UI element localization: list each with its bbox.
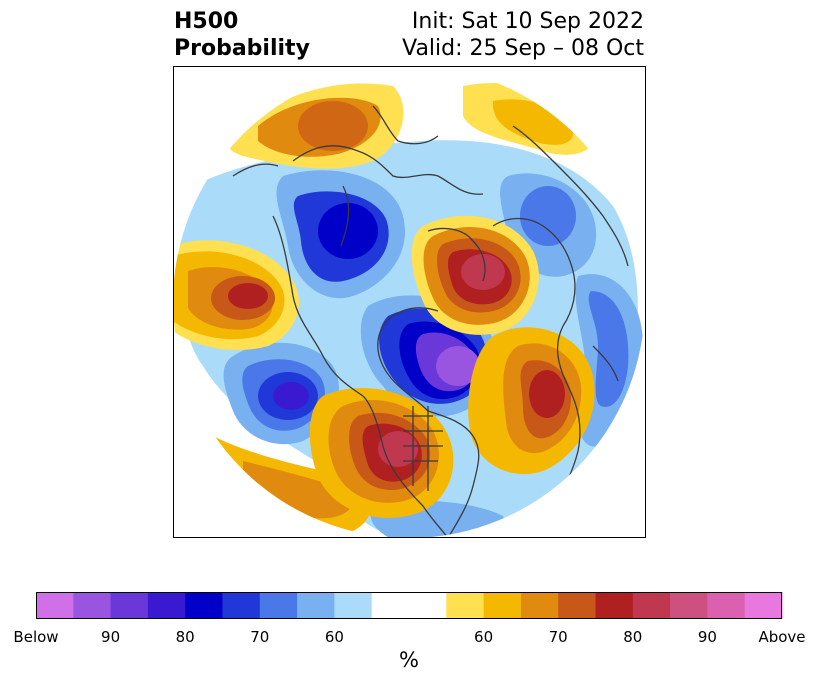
probability-map — [173, 66, 646, 538]
colorbar-segment — [222, 592, 261, 619]
colorbar-tick-label: 60 — [474, 628, 494, 646]
init-date: Init: Sat 10 Sep 2022 — [411, 9, 644, 34]
colorbar-segment — [259, 592, 298, 619]
colorbar-segment — [73, 592, 112, 619]
colorbar-segment — [483, 592, 522, 619]
map-frame — [173, 66, 646, 538]
colorbar-segment — [297, 592, 335, 619]
colorbar-segment — [446, 592, 485, 619]
colorbar-segment — [371, 592, 410, 619]
colorbar-segment — [670, 592, 708, 619]
colorbar-segment — [558, 592, 596, 619]
colorbar-segment — [707, 592, 746, 619]
colorbar-segments — [36, 592, 783, 619]
date-info: Init: Sat 10 Sep 2022 Valid: 25 Sep – 08… — [402, 8, 644, 62]
valid-range: Valid: 25 Sep – 08 Oct — [402, 36, 644, 61]
colorbar-tick-label: 90 — [101, 628, 121, 646]
colorbar-tick-label: 70 — [548, 628, 568, 646]
colorbar-segment — [520, 592, 559, 619]
above-normal-regions — [173, 82, 595, 534]
colorbar-tick-label: Above — [758, 628, 806, 646]
colorbar-segment — [409, 592, 447, 619]
colorbar-tick-label: 80 — [623, 628, 643, 646]
colorbar-segment — [36, 592, 74, 619]
colorbar-tick-label: Below — [13, 628, 59, 646]
colorbar-tick-label: 80 — [175, 628, 195, 646]
colorbar-segment — [744, 592, 783, 619]
title-line-2: Probability — [174, 36, 310, 61]
map-title: H500 Probability — [174, 8, 310, 62]
colorbar-tick-label: 70 — [250, 628, 270, 646]
colorbar-frame — [36, 592, 782, 619]
colorbar — [36, 592, 783, 619]
colorbar-segment — [185, 592, 223, 619]
colorbar-tick-label: 60 — [324, 628, 344, 646]
probability-field — [173, 66, 645, 538]
colorbar-segment — [334, 592, 373, 619]
colorbar-segment — [110, 592, 149, 619]
title-line-1: H500 — [174, 9, 239, 34]
colorbar-tick-label: 90 — [697, 628, 717, 646]
colorbar-segment — [632, 592, 671, 619]
colorbar-unit: % — [399, 648, 419, 672]
colorbar-segment — [147, 592, 186, 619]
colorbar-segment — [595, 592, 634, 619]
